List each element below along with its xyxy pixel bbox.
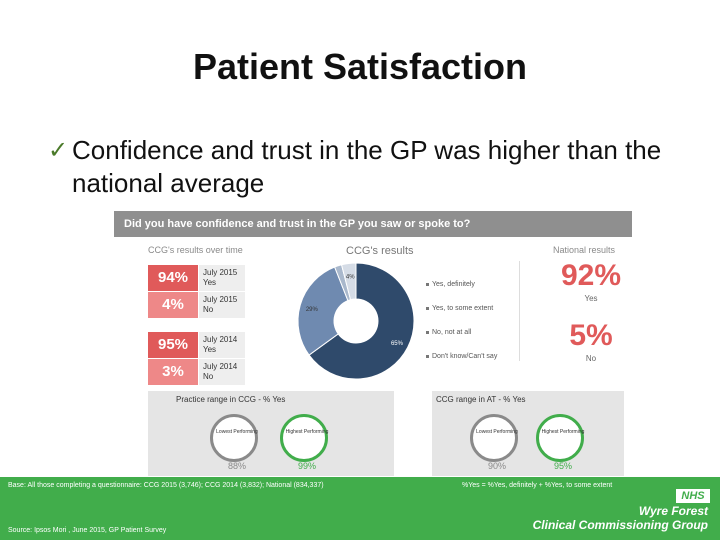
results-donut-chart: 65% 29% 4%	[297, 262, 415, 380]
yes-definition-note: %Yes = %Yes, definitely + %Yes, to some …	[462, 482, 613, 489]
result-2015-no-value: 4%	[148, 292, 198, 318]
footer-bar	[0, 477, 720, 540]
legend-item: Yes, definitely	[426, 273, 497, 297]
national-label: National results	[553, 245, 616, 255]
national-no-caption: No	[585, 354, 597, 363]
check-icon: ✓	[48, 137, 69, 164]
result-2014-no-caption: July 2014 No	[199, 359, 245, 385]
over-time-label: CCG's results over time	[148, 245, 243, 255]
result-2015-yes-caption: July 2015 Yes	[199, 265, 245, 291]
donut-slice-1	[297, 266, 349, 356]
donut-label-3: 4%	[346, 274, 355, 280]
legend-item: Yes, to some extent	[426, 297, 497, 321]
source-note: Source: Ipsos Mori , June 2015, GP Patie…	[8, 527, 167, 534]
divider	[519, 261, 520, 361]
legend-item: Don't know/Can't say	[426, 345, 497, 369]
org-name-line1: Wyre Forest	[638, 504, 708, 518]
legend-item: No, not at all	[426, 321, 497, 345]
national-yes-caption: Yes	[584, 294, 598, 303]
page-title: Patient Satisfaction	[192, 46, 528, 87]
area-range-bar	[432, 391, 624, 476]
bullet-text: Confidence and trust in the GP was highe…	[72, 135, 662, 198]
bullet-point: ✓ Confidence and trust in the GP was hig…	[48, 134, 688, 200]
question-heading: Did you have confidence and trust in the…	[114, 211, 632, 237]
practice-range-bar	[148, 391, 394, 476]
result-2014-yes-caption: July 2014 Yes	[199, 332, 245, 358]
area-range-title: CCG range in AT - % Yes	[436, 395, 526, 404]
nhs-logo: NHS	[676, 489, 710, 503]
org-name-line2: Clinical Commissioning Group	[532, 518, 708, 532]
survey-panel: Did you have confidence and trust in the…	[114, 211, 632, 477]
result-2015-yes-value: 94%	[148, 265, 198, 291]
national-yes-value: 92%	[560, 259, 622, 292]
practice-range-title: Practice range in CCG - % Yes	[176, 395, 286, 404]
base-note: Base: All those completing a questionnai…	[8, 482, 324, 489]
area-lowest-gauge: Lowest Performing 90%	[470, 414, 518, 471]
donut-legend: Yes, definitely Yes, to some extent No, …	[426, 273, 497, 369]
donut-slice-3	[340, 262, 357, 301]
result-2014-yes-value: 95%	[148, 332, 198, 358]
practice-highest-gauge: Highest Performing 99%	[280, 414, 328, 471]
results-label: CCG's results	[346, 245, 414, 257]
national-no-value: 5%	[569, 319, 613, 352]
donut-label-0: 65%	[391, 341, 404, 347]
donut-slice-0	[308, 262, 415, 380]
result-2015-no-caption: July 2015 No	[199, 292, 245, 318]
donut-label-1: 29%	[306, 307, 319, 313]
result-2014-no-value: 3%	[148, 359, 198, 385]
area-highest-gauge: Highest Performing 95%	[536, 414, 584, 471]
practice-lowest-gauge: Lowest Performing 88%	[210, 414, 258, 471]
